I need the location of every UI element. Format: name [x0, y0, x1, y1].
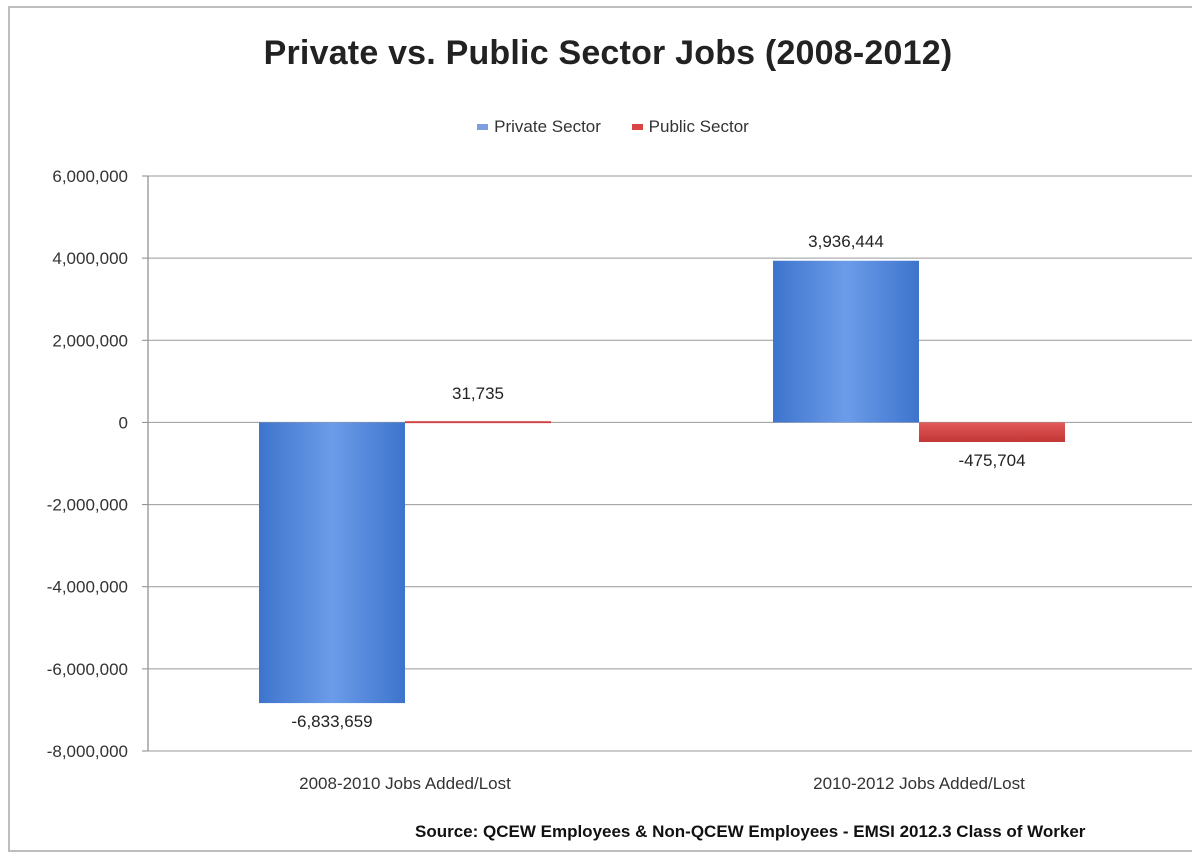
data-label-private: -6,833,659 [291, 712, 372, 731]
legend-swatch-public [631, 124, 643, 130]
y-tick-label: -4,000,000 [47, 578, 128, 597]
y-tick-label: 6,000,000 [52, 167, 128, 186]
data-label-public: 31,735 [452, 384, 504, 403]
legend-item-public: Public Sector [631, 117, 749, 137]
legend-item-private: Private Sector [477, 117, 601, 137]
bar-public [405, 421, 551, 424]
legend-label-public: Public Sector [648, 117, 749, 136]
legend-swatch-private [477, 124, 489, 130]
y-tick-label: -8,000,000 [47, 742, 128, 761]
data-label-private: 3,936,444 [808, 232, 884, 251]
source-note: Source: QCEW Employees & Non-QCEW Employ… [415, 822, 1086, 841]
chart-legend: Private Sector Public Sector [0, 115, 1192, 137]
legend-label-private: Private Sector [494, 117, 601, 136]
y-tick-label: 0 [119, 413, 128, 432]
data-label-public: -475,704 [958, 451, 1025, 470]
x-tick-label: 2008-2010 Jobs Added/Lost [299, 774, 511, 793]
y-tick-label: -6,000,000 [47, 660, 128, 679]
bar-private [259, 422, 405, 704]
x-tick-label: 2010-2012 Jobs Added/Lost [813, 774, 1025, 793]
y-tick-label: -2,000,000 [47, 496, 128, 515]
chart-title: Private vs. Public Sector Jobs (2008-201… [263, 34, 953, 72]
bar-public [919, 422, 1065, 442]
y-tick-label: 4,000,000 [52, 249, 128, 268]
bar-private [773, 260, 919, 423]
y-tick-label: 2,000,000 [52, 331, 128, 350]
